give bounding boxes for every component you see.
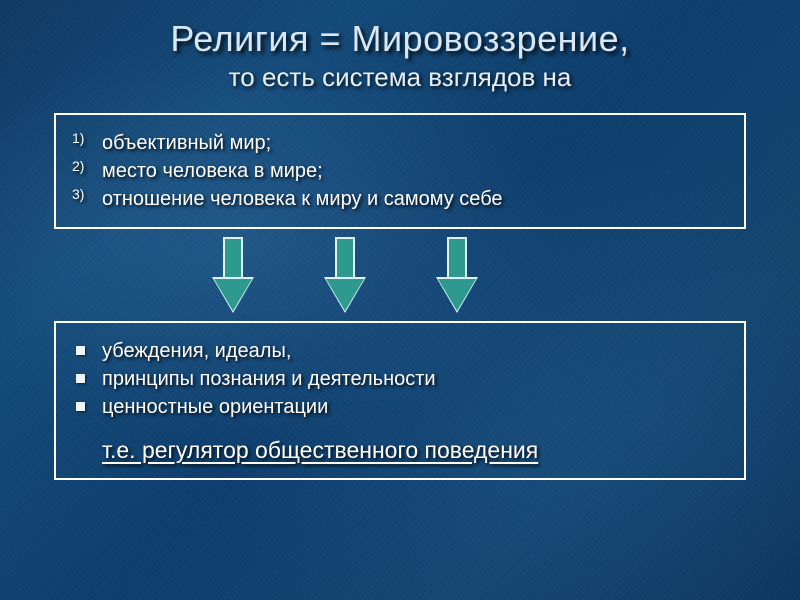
title-block: Религия = Мировоззрение, то есть система… xyxy=(48,18,752,93)
title-sub: то есть система взглядов на xyxy=(48,62,752,93)
arrows-region xyxy=(48,233,752,317)
arrow-shaft xyxy=(335,237,355,281)
bottom-list-item: убеждения, идеалы, xyxy=(102,337,724,365)
bottom-box: убеждения, идеалы, принципы познания и д… xyxy=(54,321,746,480)
conclusion-text: т.е. регулятор общественного поведения xyxy=(102,437,724,464)
bottom-list-item: принципы познания и деятельности xyxy=(102,365,724,393)
arrow-icon xyxy=(214,237,252,313)
bottom-list: убеждения, идеалы, принципы познания и д… xyxy=(102,337,724,421)
top-box: объективный мир; место человека в мире; … xyxy=(54,113,746,229)
arrow-head xyxy=(326,279,364,311)
arrow-icon xyxy=(438,237,476,313)
top-list-item: объективный мир; xyxy=(102,129,724,157)
top-list-item: место человека в мире; xyxy=(102,157,724,185)
arrow-head xyxy=(438,279,476,311)
arrow-head xyxy=(214,279,252,311)
slide: Религия = Мировоззрение, то есть система… xyxy=(0,0,800,600)
arrow-icon xyxy=(326,237,364,313)
arrow-shaft xyxy=(223,237,243,281)
bottom-list-item: ценностные ориентации xyxy=(102,393,724,421)
top-list-item: отношение человека к миру и самому себе xyxy=(102,185,724,213)
arrow-shaft xyxy=(447,237,467,281)
top-list: объективный мир; место человека в мире; … xyxy=(102,129,724,213)
title-main: Религия = Мировоззрение, xyxy=(48,18,752,60)
